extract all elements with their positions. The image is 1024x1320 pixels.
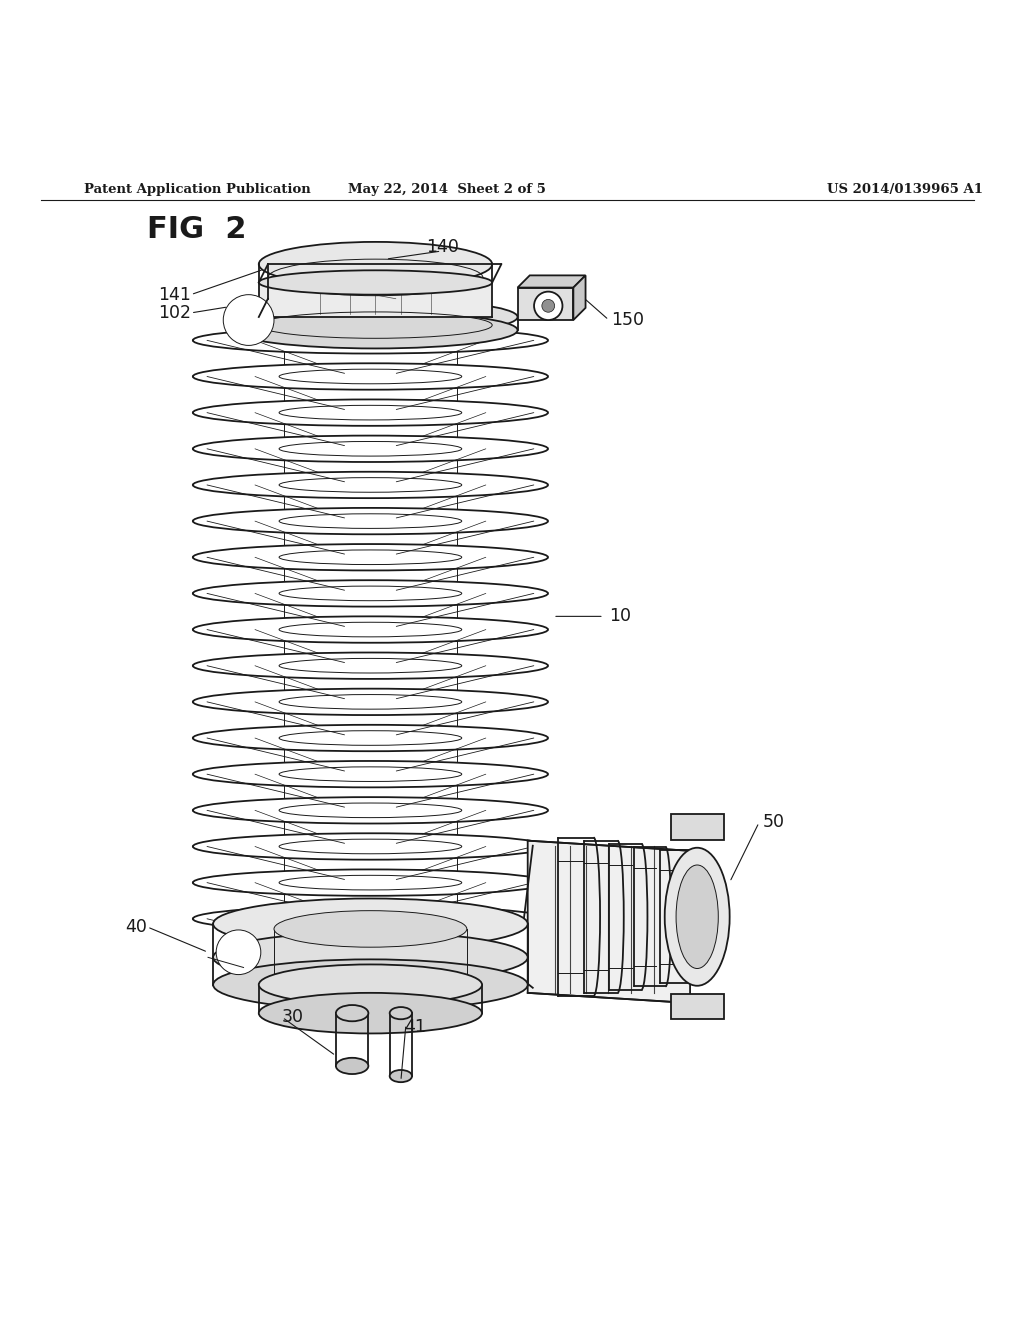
Ellipse shape — [259, 993, 482, 1034]
Text: May 22, 2014  Sheet 2 of 5: May 22, 2014 Sheet 2 of 5 — [347, 183, 546, 197]
Ellipse shape — [259, 271, 493, 294]
Ellipse shape — [233, 298, 517, 335]
Text: 150: 150 — [611, 312, 644, 329]
Ellipse shape — [193, 870, 548, 896]
Ellipse shape — [193, 833, 548, 859]
Ellipse shape — [274, 911, 467, 948]
Circle shape — [223, 294, 274, 346]
Ellipse shape — [193, 400, 548, 426]
Text: 141: 141 — [158, 285, 190, 304]
Ellipse shape — [193, 471, 548, 498]
Ellipse shape — [213, 899, 527, 949]
Text: 41: 41 — [403, 1018, 426, 1036]
Ellipse shape — [193, 797, 548, 824]
Ellipse shape — [193, 581, 548, 607]
Text: 50: 50 — [763, 813, 785, 832]
Text: 40: 40 — [125, 917, 147, 936]
Polygon shape — [671, 994, 724, 1019]
Ellipse shape — [193, 508, 548, 535]
Polygon shape — [671, 814, 724, 840]
Text: FIG  2: FIG 2 — [147, 215, 247, 244]
Text: 10: 10 — [609, 607, 631, 626]
Ellipse shape — [193, 363, 548, 389]
Ellipse shape — [193, 689, 548, 715]
Ellipse shape — [676, 865, 718, 969]
Circle shape — [216, 931, 261, 974]
Circle shape — [542, 300, 555, 313]
Ellipse shape — [193, 760, 548, 787]
Text: 140: 140 — [426, 238, 459, 256]
Ellipse shape — [390, 1007, 412, 1019]
Text: Patent Application Publication: Patent Application Publication — [84, 183, 311, 197]
Text: 30: 30 — [283, 1008, 304, 1026]
Polygon shape — [527, 841, 690, 1003]
Ellipse shape — [259, 242, 493, 286]
Ellipse shape — [193, 906, 548, 932]
Ellipse shape — [193, 725, 548, 751]
Ellipse shape — [336, 1005, 369, 1022]
Polygon shape — [517, 276, 586, 288]
Ellipse shape — [193, 436, 548, 462]
Ellipse shape — [233, 312, 517, 348]
Ellipse shape — [193, 652, 548, 678]
Circle shape — [535, 292, 562, 319]
Ellipse shape — [193, 616, 548, 643]
Ellipse shape — [259, 965, 482, 1005]
Polygon shape — [573, 276, 586, 319]
Ellipse shape — [336, 1057, 369, 1074]
Ellipse shape — [665, 847, 730, 986]
Polygon shape — [259, 282, 493, 317]
Polygon shape — [517, 288, 573, 319]
Ellipse shape — [213, 932, 527, 982]
Text: US 2014/0139965 A1: US 2014/0139965 A1 — [827, 183, 983, 197]
Text: 102: 102 — [158, 304, 190, 322]
Ellipse shape — [193, 327, 548, 354]
Ellipse shape — [193, 544, 548, 570]
Ellipse shape — [213, 960, 527, 1010]
Ellipse shape — [390, 1071, 412, 1082]
